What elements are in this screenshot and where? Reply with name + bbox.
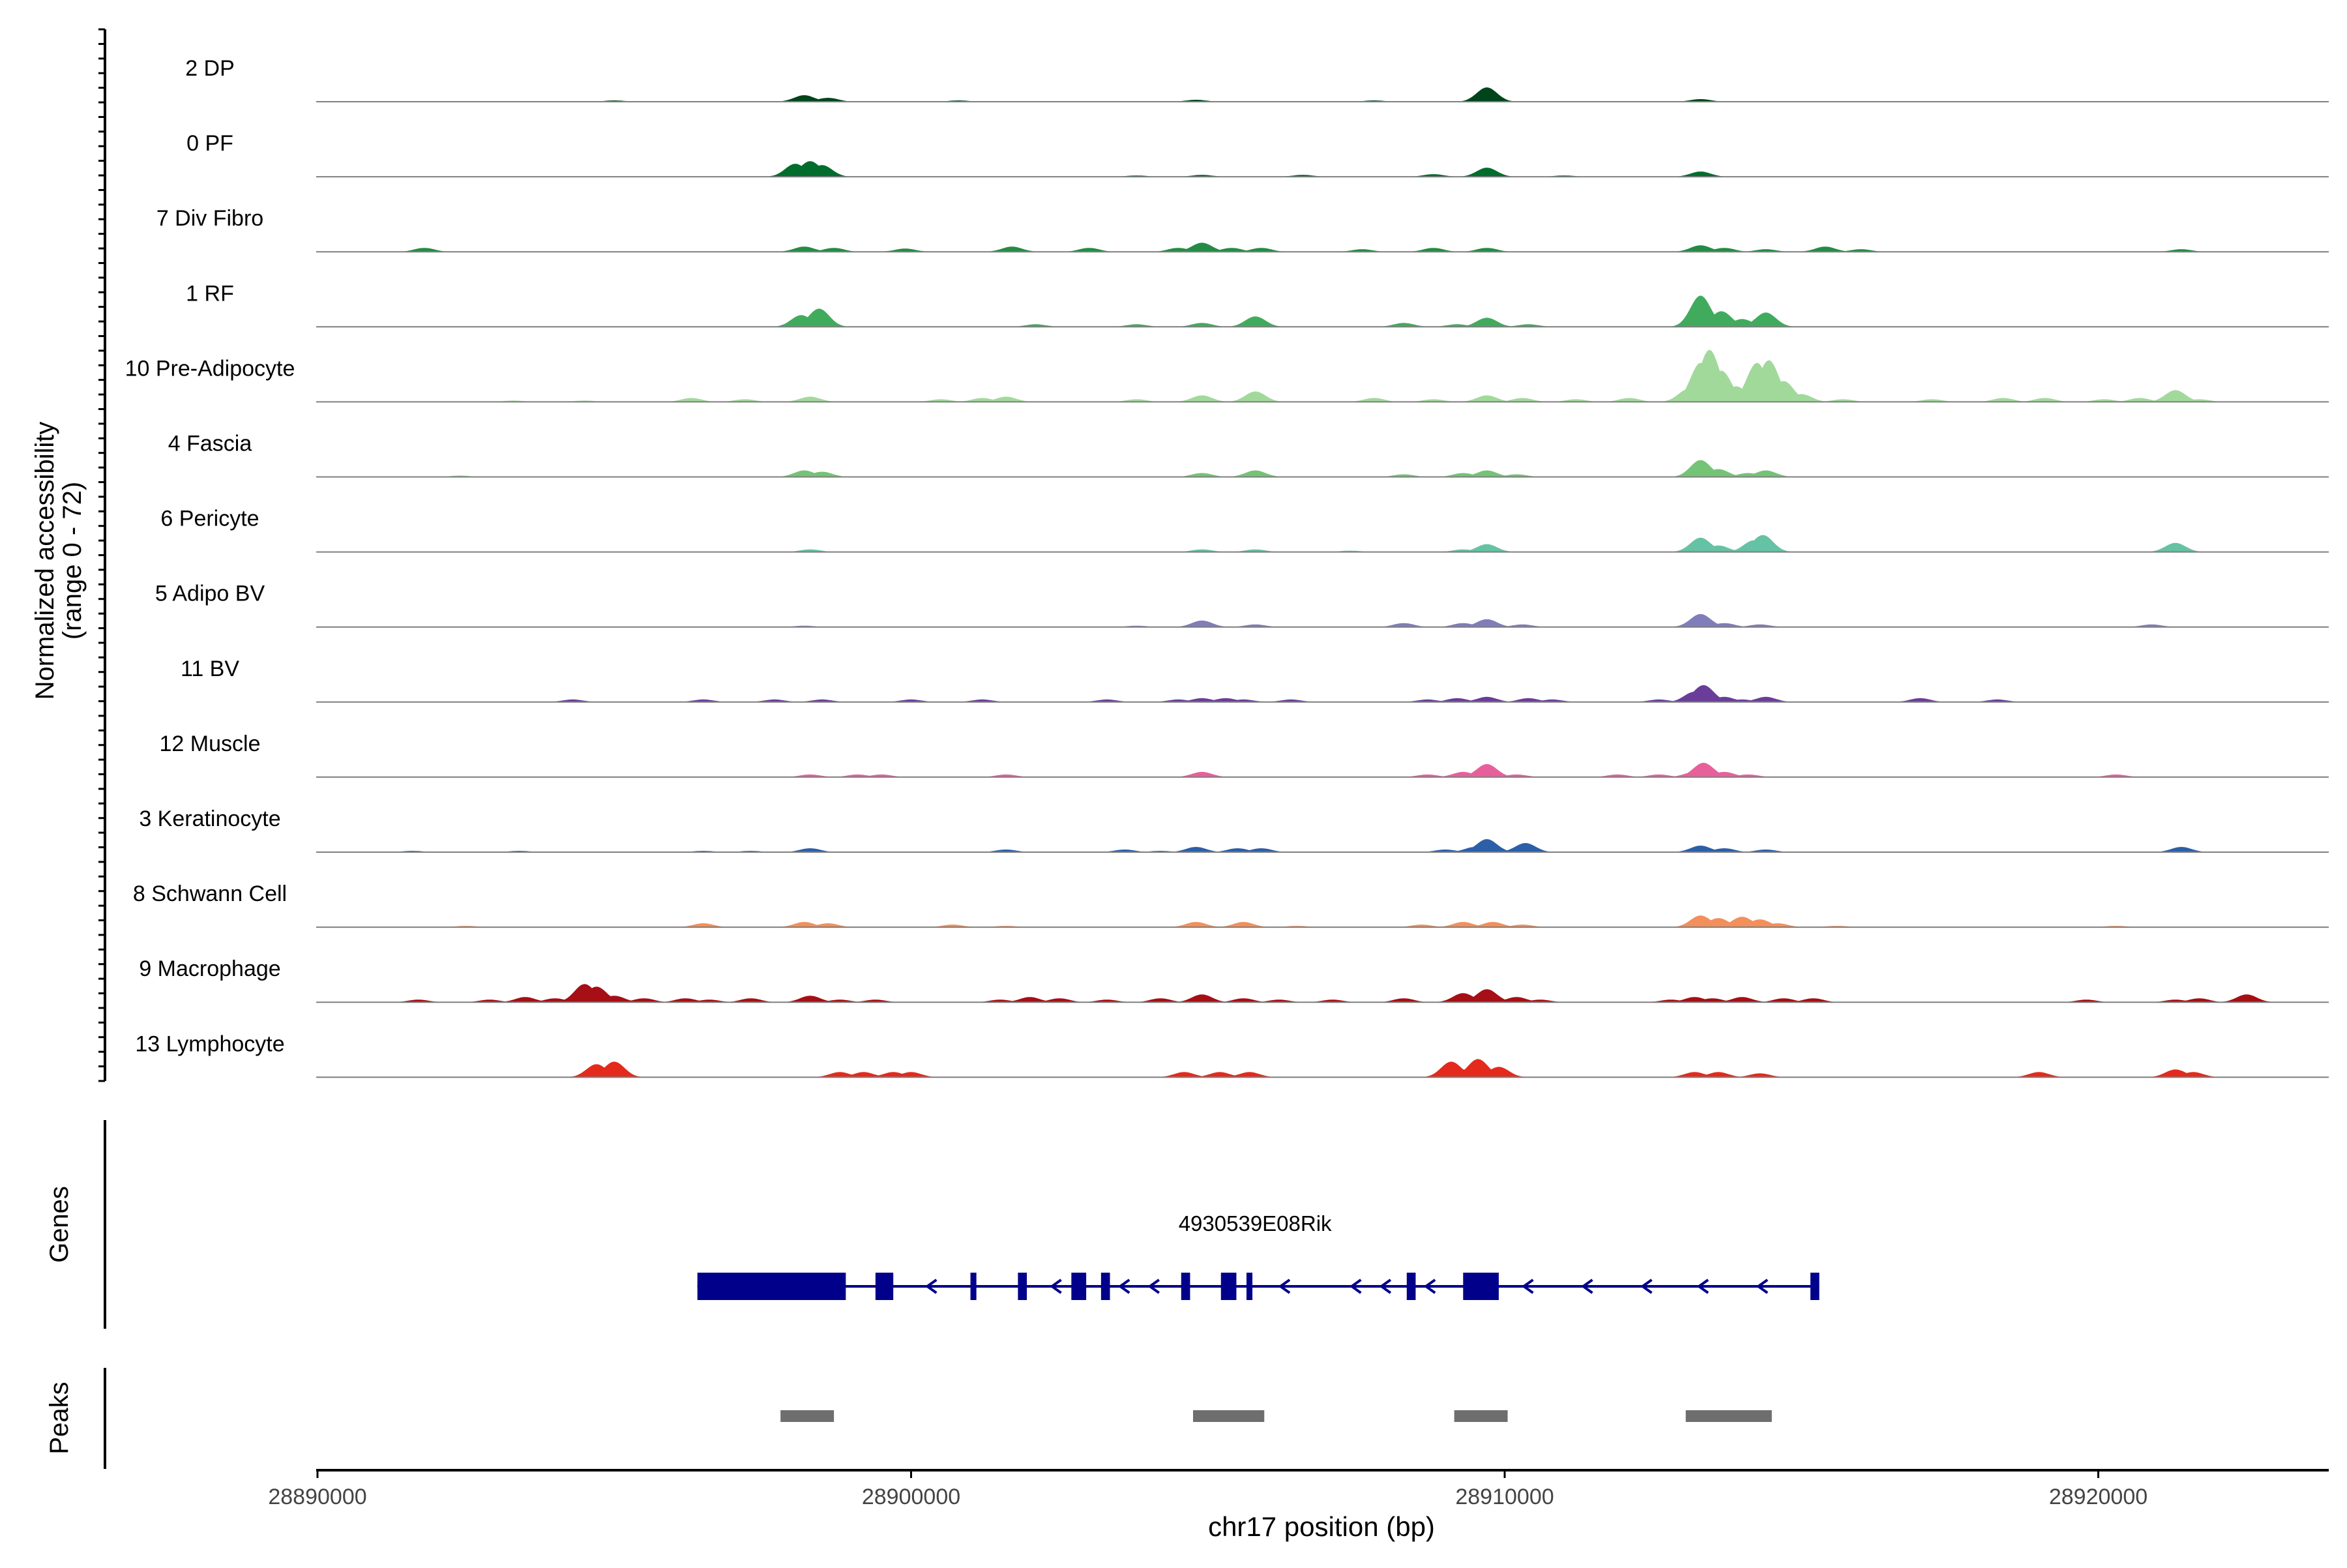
gene-strand-arrow	[1349, 1279, 1362, 1294]
x-tick-label: 28890000	[268, 1485, 366, 1509]
track-peaks	[556, 1059, 2234, 1078]
gene-strand-arrow	[1379, 1279, 1392, 1294]
track-peaks	[419, 460, 1807, 477]
track-label: 6 Pericyte	[160, 507, 259, 531]
track-label: 10 Pre-Adipocyte	[125, 356, 295, 381]
gene-strand-arrow	[1117, 1279, 1130, 1294]
track-peaks	[377, 984, 2288, 1003]
y-axis-label: Normalized accessibility	[31, 422, 59, 700]
track-peaks	[769, 762, 2157, 777]
axes-layer	[98, 28, 106, 1469]
track-peaks	[769, 535, 2216, 552]
genes-track: Genes 4930539E08Rik	[45, 1186, 1820, 1300]
gene-strand-arrow	[924, 1279, 937, 1294]
peak-region	[1192, 1410, 1265, 1422]
track-label: 11 BV	[181, 657, 239, 681]
track-9-macrophage: 9 Macrophage	[139, 956, 2329, 1003]
gene-exon	[1181, 1273, 1190, 1300]
track-label: 5 Adipo BV	[155, 582, 265, 606]
gene-strand-arrow	[1423, 1279, 1436, 1294]
gene-strand-arrow	[1050, 1279, 1062, 1294]
track-label: 4 Fascia	[168, 432, 252, 456]
track-peaks	[761, 295, 1807, 327]
peaks-track: Peaks	[45, 1382, 1772, 1455]
track-11-bv: 11 BV	[181, 657, 2329, 703]
track-peaks	[473, 349, 2240, 402]
track-label: 3 Keratinocyte	[139, 806, 280, 831]
peak-region	[1454, 1410, 1508, 1422]
track-label: 9 Macrophage	[139, 956, 280, 981]
gene-exon	[1220, 1273, 1237, 1300]
track-label: 13 Lymphocyte	[135, 1031, 284, 1056]
x-tick-label: 28920000	[2049, 1485, 2148, 1509]
track-3-keratinocyte: 3 Keratinocyte	[139, 806, 2329, 853]
track-peaks	[425, 915, 2157, 928]
track-12-muscle: 12 Muscle	[160, 732, 2329, 778]
gene-exon	[970, 1273, 977, 1300]
gene-exon	[1406, 1273, 1416, 1300]
gene-exon	[875, 1273, 894, 1300]
gene-strand-arrow	[1756, 1279, 1769, 1294]
track-label: 12 Muscle	[160, 732, 261, 756]
track-peaks	[755, 161, 1741, 177]
peaks-track-label: Peaks	[45, 1382, 74, 1454]
gene-exon	[697, 1273, 846, 1300]
gene-strand-arrow	[1521, 1279, 1534, 1294]
track-13-lymphocyte: 13 Lymphocyte	[135, 1031, 2329, 1078]
track-label: 2 DP	[185, 56, 235, 81]
gene-exon	[1810, 1273, 1820, 1300]
track-peaks	[763, 614, 2192, 627]
y-axis-label-range: (range 0 - 72)	[58, 482, 87, 640]
track-6-pericyte: 6 Pericyte	[160, 507, 2329, 553]
track-label: 0 PF	[186, 131, 233, 156]
gene-exon	[1100, 1273, 1110, 1300]
gene-exon	[1246, 1273, 1253, 1300]
gene-exon	[1071, 1273, 1087, 1300]
peak-region	[780, 1410, 834, 1422]
peak-region	[1685, 1410, 1772, 1422]
x-axis-title: chr17 position (bp)	[1208, 1511, 1435, 1542]
gene-strand-arrow	[1147, 1279, 1160, 1294]
track-0-pf: 0 PF	[186, 131, 2329, 178]
track-label: 8 Schwann Cell	[133, 881, 287, 906]
track-5-adipo-bv: 5 Adipo BV	[155, 582, 2329, 628]
gene-name: 4930539E08Rik	[1179, 1211, 1332, 1235]
gene-strand-arrow	[1640, 1279, 1653, 1294]
track-10-pre-adipocyte: 10 Pre-Adipocyte	[125, 349, 2329, 403]
coverage-tracks: 2 DP 0 PF 7 Div Fibro 1 RF 10 Pre-Adipocyte 4…	[125, 56, 2329, 1078]
gene-strand-arrow	[1581, 1279, 1593, 1294]
track-7-div-fibro: 7 Div Fibro	[156, 206, 2329, 253]
track-1-rf: 1 RF	[186, 281, 2329, 328]
track-peaks	[532, 685, 2038, 702]
track-label: 1 RF	[186, 281, 234, 306]
x-axis: 28890000 28900000 28910000 28920000	[268, 1469, 2329, 1509]
gene-strand-arrow	[1278, 1279, 1291, 1294]
track-label: 7 Div Fibro	[156, 206, 263, 231]
track-peaks	[384, 243, 2222, 252]
gene-strand-arrow	[1696, 1279, 1709, 1294]
x-tick-label: 28910000	[1455, 1485, 1554, 1509]
track-4-fascia: 4 Fascia	[168, 432, 2329, 478]
genes-track-label: Genes	[45, 1186, 74, 1263]
gene-exon	[1018, 1273, 1027, 1300]
x-tick-label: 28900000	[862, 1485, 960, 1509]
gene-exon	[1463, 1273, 1499, 1300]
track-peaks	[574, 87, 1741, 102]
track-8-schwann-cell: 8 Schwann Cell	[133, 881, 2329, 928]
track-2-dp: 2 DP	[185, 56, 2329, 102]
track-peaks	[372, 839, 2222, 852]
